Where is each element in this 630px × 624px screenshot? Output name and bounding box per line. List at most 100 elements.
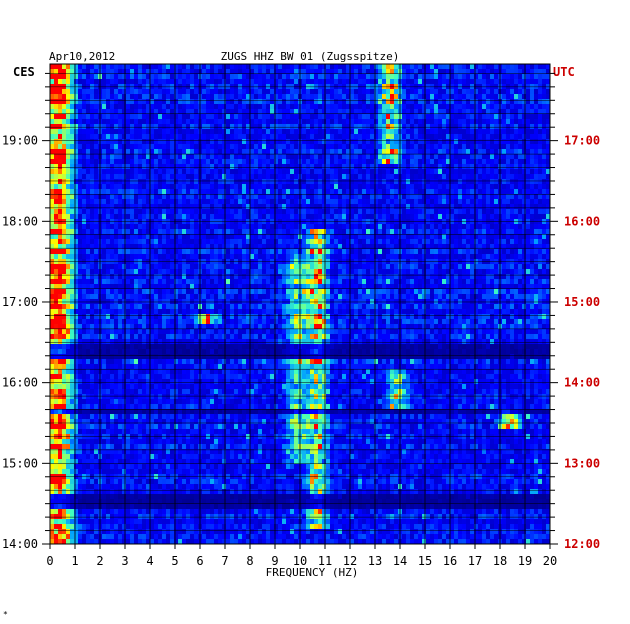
heatmap-cell [126, 124, 131, 130]
heatmap-cell [374, 204, 379, 210]
heatmap-cell [542, 154, 547, 160]
heatmap-cell [538, 254, 543, 260]
heatmap-cell [478, 244, 483, 250]
heatmap-cell [418, 239, 423, 245]
heatmap-cell [350, 114, 355, 120]
heatmap-cell [82, 214, 87, 220]
heatmap-cell [342, 109, 347, 115]
heatmap-cell [494, 224, 499, 230]
heatmap-cell [390, 249, 395, 255]
heatmap-cell [418, 234, 423, 240]
heatmap-cell [530, 134, 535, 140]
heatmap-cell [262, 104, 267, 110]
heatmap-cell [390, 219, 395, 225]
heatmap-cell [62, 144, 67, 150]
heatmap-cell [102, 169, 107, 175]
heatmap-cell [74, 69, 79, 75]
heatmap-cell [314, 224, 319, 230]
heatmap-cell [358, 134, 363, 140]
heatmap-cell [514, 114, 519, 120]
heatmap-cell [126, 159, 131, 165]
heatmap-cell [346, 214, 351, 220]
heatmap-cell [214, 169, 219, 175]
heatmap-cell [50, 139, 55, 145]
heatmap-cell [530, 154, 535, 160]
heatmap-cell [342, 104, 347, 110]
heatmap-cell [158, 144, 163, 150]
heatmap-cell [334, 124, 339, 130]
heatmap-cell [322, 219, 327, 225]
heatmap-cell [290, 234, 295, 240]
heatmap-cell [538, 159, 543, 165]
heatmap-cell [326, 159, 331, 165]
heatmap-cell [470, 179, 475, 185]
heatmap-cell [106, 144, 111, 150]
heatmap-cell [166, 184, 171, 190]
heatmap-cell [494, 74, 499, 80]
heatmap-cell [518, 139, 523, 145]
heatmap-cell [334, 129, 339, 135]
heatmap-cell [158, 204, 163, 210]
heatmap-cell [286, 189, 291, 195]
heatmap-cell [330, 184, 335, 190]
heatmap-cell [430, 184, 435, 190]
heatmap-cell [494, 69, 499, 75]
heatmap-cell [194, 69, 199, 75]
heatmap-cell [50, 229, 55, 235]
heatmap-cell [354, 139, 359, 145]
heatmap-cell [334, 244, 339, 250]
heatmap-cell [238, 154, 243, 160]
heatmap-cell [82, 254, 87, 260]
heatmap-cell [246, 109, 251, 115]
heatmap-cell [342, 69, 347, 75]
heatmap-cell [334, 114, 339, 120]
heatmap-cell [478, 99, 483, 105]
heatmap-cell [390, 139, 395, 145]
heatmap-cell [286, 169, 291, 175]
heatmap-cell [426, 99, 431, 105]
heatmap-cell [174, 129, 179, 135]
heatmap-cell [278, 64, 283, 70]
heatmap-cell [542, 254, 547, 260]
heatmap-cell [422, 229, 427, 235]
heatmap-cell [518, 169, 523, 175]
heatmap-cell [242, 104, 247, 110]
heatmap-cell [426, 199, 431, 205]
heatmap-cell [142, 109, 147, 115]
heatmap-cell [94, 164, 99, 170]
heatmap-cell [438, 134, 443, 140]
heatmap-cell [150, 164, 155, 170]
heatmap-cell [286, 124, 291, 130]
heatmap-cell [194, 144, 199, 150]
heatmap-cell [62, 234, 67, 240]
heatmap-cell [374, 164, 379, 170]
heatmap-cell [178, 134, 183, 140]
heatmap-cell [126, 204, 131, 210]
heatmap-cell [526, 199, 531, 205]
heatmap-cell [106, 214, 111, 220]
heatmap-cell [66, 149, 71, 155]
heatmap-cell [354, 239, 359, 245]
heatmap-cell [102, 139, 107, 145]
heatmap-cell [106, 79, 111, 85]
heatmap-cell [302, 139, 307, 145]
heatmap-cell [202, 109, 207, 115]
heatmap-cell [474, 64, 479, 70]
heatmap-cell [422, 179, 427, 185]
heatmap-cell [138, 239, 143, 245]
heatmap-cell [246, 139, 251, 145]
heatmap-cell [106, 154, 111, 160]
heatmap-cell [238, 164, 243, 170]
heatmap-cell [402, 184, 407, 190]
heatmap-cell [410, 224, 415, 230]
heatmap-cell [210, 129, 215, 135]
heatmap-cell [110, 249, 115, 255]
heatmap-cell [82, 69, 87, 75]
heatmap-cell [162, 204, 167, 210]
heatmap-cell [142, 154, 147, 160]
heatmap-cell [402, 149, 407, 155]
heatmap-cell [146, 224, 151, 230]
heatmap-cell [322, 204, 327, 210]
heatmap-cell [366, 89, 371, 95]
heatmap-cell [546, 144, 551, 150]
